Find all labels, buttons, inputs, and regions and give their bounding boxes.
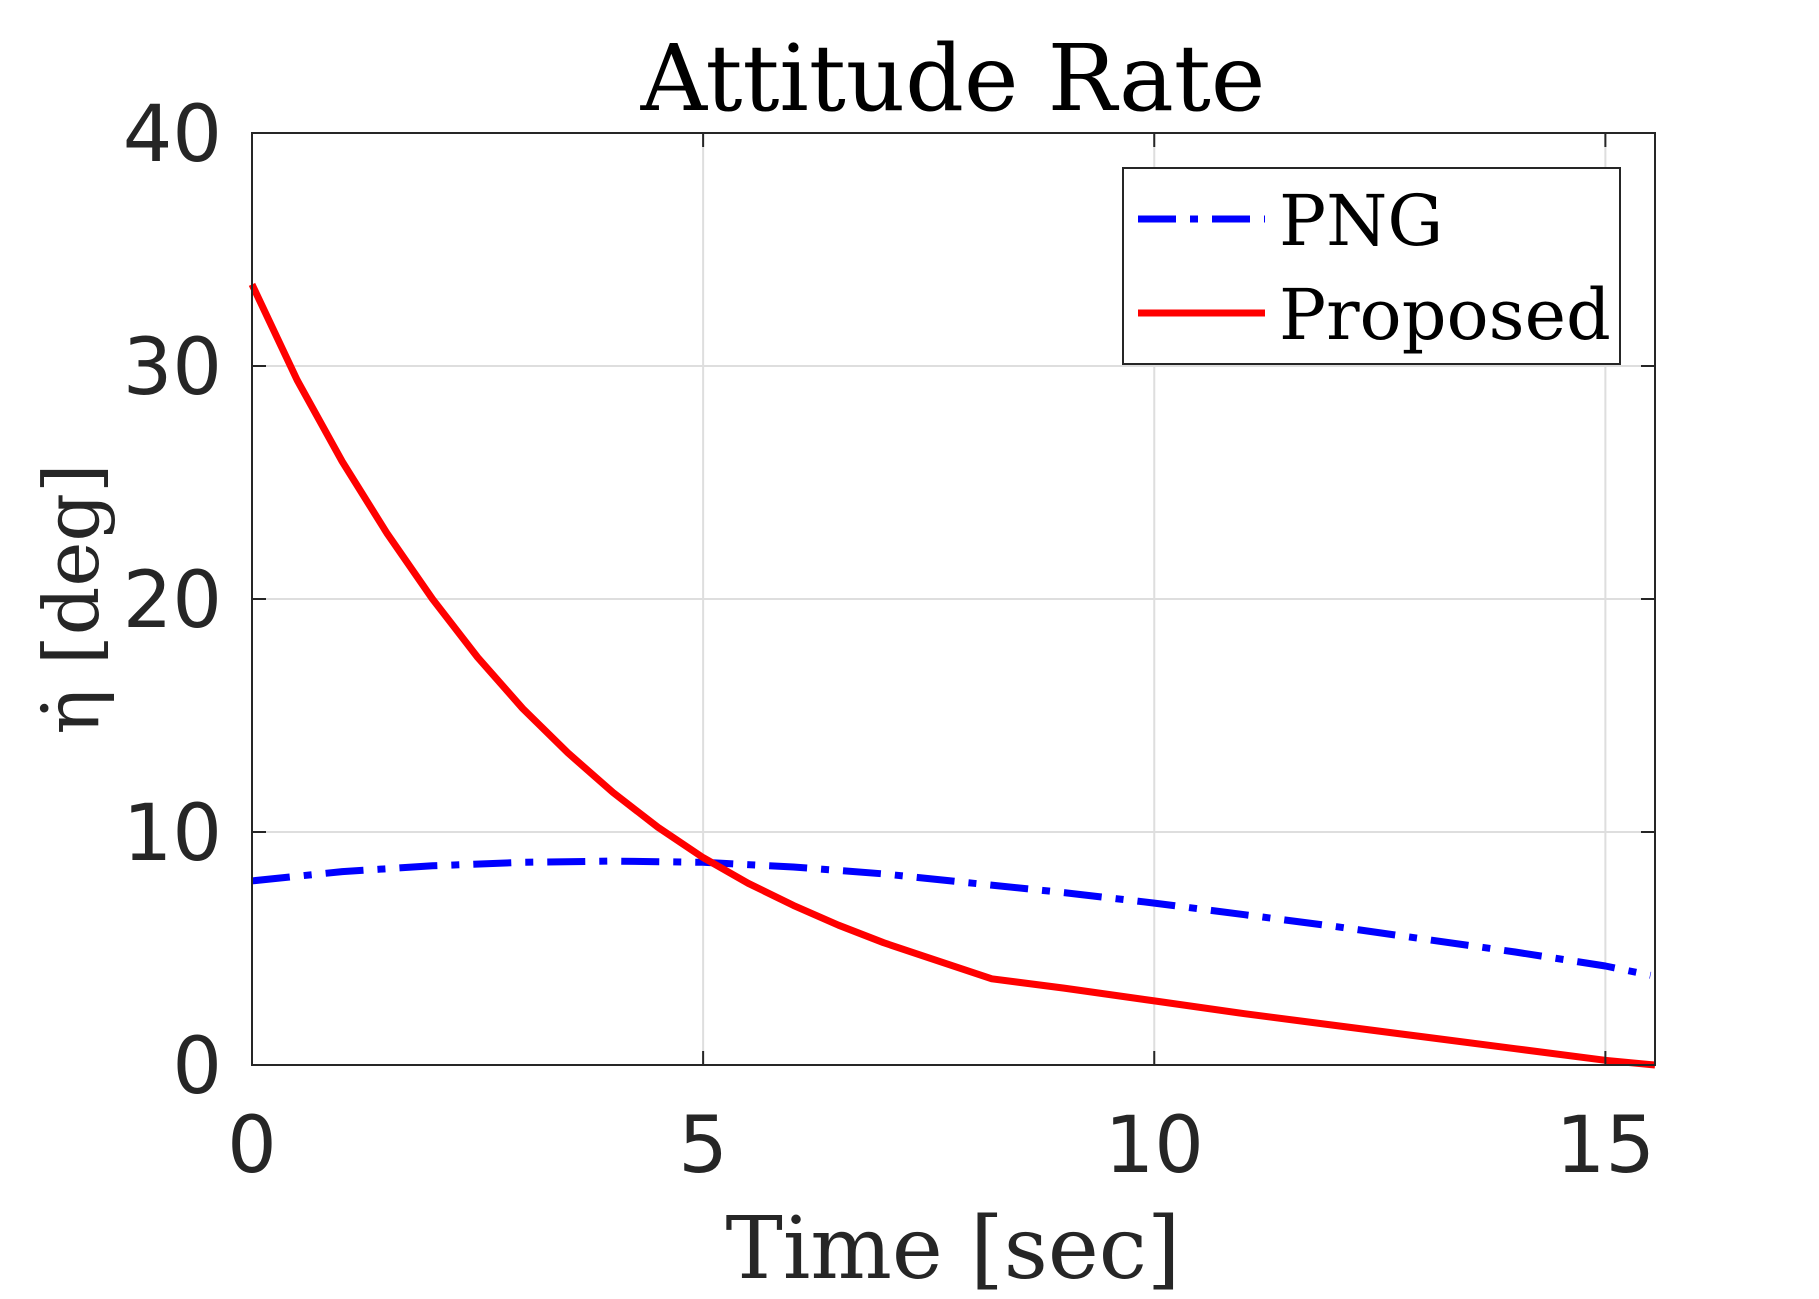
series-layer: [248, 282, 1656, 1069]
series-line-png: [251, 857, 1652, 979]
legend-label-png: PNG: [1279, 180, 1443, 262]
y-tick-label: 30: [123, 323, 222, 413]
y-tick-label: 0: [172, 1022, 222, 1112]
y-axis-label: η̇ [deg]: [27, 463, 116, 734]
legend-label-proposed: Proposed: [1279, 274, 1611, 356]
y-tick-label: 10: [123, 789, 222, 879]
chart-title: Attitude Rate: [640, 25, 1266, 132]
x-tick-label: 10: [1105, 1101, 1204, 1191]
series-line-proposed: [248, 282, 1656, 1069]
x-tick-label: 15: [1556, 1101, 1655, 1191]
legend-box: [1122, 167, 1621, 365]
ticks: 0 5 10 15 0 10 20 30 40: [123, 90, 1655, 1191]
x-tick-label: 5: [678, 1101, 728, 1191]
x-axis-label: Time [sec]: [726, 1199, 1181, 1299]
y-tick-label: 20: [123, 556, 222, 646]
x-tick-label: 0: [227, 1101, 277, 1191]
legend: PNG Proposed: [1122, 167, 1621, 365]
y-tick-label: 40: [123, 90, 222, 180]
